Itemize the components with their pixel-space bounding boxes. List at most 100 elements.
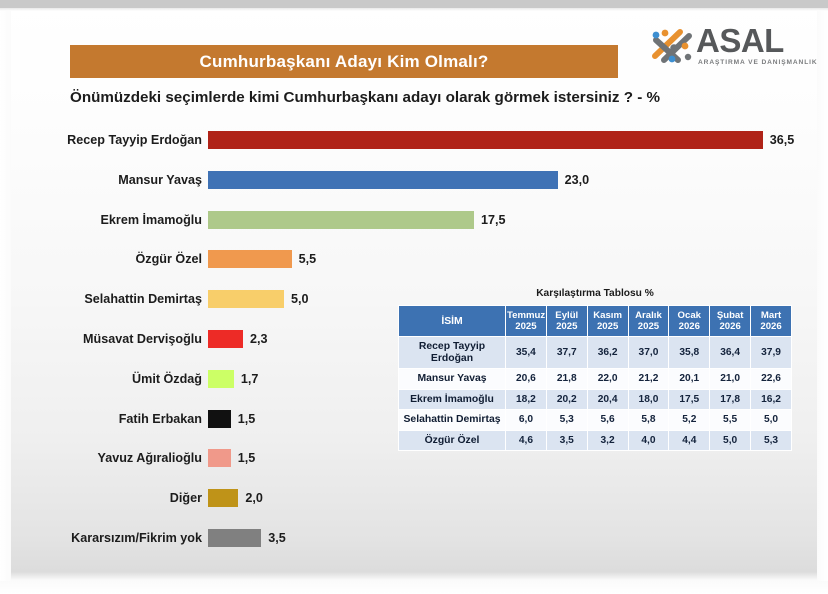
table-cell: 37,9 xyxy=(751,337,791,368)
asal-logo-wordmark: ASAL xyxy=(696,22,784,59)
bar-fill xyxy=(208,210,474,229)
table-cell: 5,5 xyxy=(710,410,751,430)
table-cell: 5,8 xyxy=(628,410,669,430)
table-row: Mansur Yavaş 20,6 21,8 22,0 21,2 20,1 21,0 22,6 xyxy=(399,369,791,389)
bar-track: 1,5 xyxy=(208,409,256,428)
table-cell: 6,0 xyxy=(506,410,546,430)
bar-row: Selahattin Demirtaş 5,0 xyxy=(0,285,828,313)
bar-value-label: 2,0 xyxy=(245,491,263,506)
comparison-table-col-header: Temmuz 2025 xyxy=(506,306,546,336)
table-cell: 5,0 xyxy=(710,430,751,450)
col-header-line1: Temmuz xyxy=(507,310,546,321)
bar-fill xyxy=(208,250,292,269)
page-title: Cumhurbaşkanı Adayı Kim Olmalı? xyxy=(199,51,489,71)
bar-value-label: 1,5 xyxy=(237,451,256,466)
col-header-line1: Şubat xyxy=(716,310,744,321)
comparison-table-head: İSİM Temmuz 2025 Eylül 2025 Kasım 2025 Aralık 20… xyxy=(399,306,791,336)
title-banner: Cumhurbaşkanı Adayı Kim Olmalı? xyxy=(70,45,618,78)
table-cell: 35,4 xyxy=(506,337,546,368)
asal-logo-mark-icon xyxy=(650,26,696,66)
bar-category-label: Yavuz Ağıralioğlu xyxy=(97,451,202,466)
bar-row: Recep Tayyip Erdoğan 36,5 xyxy=(0,126,828,154)
comparison-table-col-header: Eylül 2025 xyxy=(546,306,587,336)
bar-fill xyxy=(208,409,231,428)
table-cell: 20,1 xyxy=(669,369,710,389)
table-row-name: Özgür Özel xyxy=(399,430,505,450)
bar-value-label: 23,0 xyxy=(564,172,590,187)
col-header-line1: Eylül xyxy=(555,310,579,321)
bar-track: 3,5 xyxy=(208,529,286,547)
table-cell: 37,7 xyxy=(546,337,587,368)
col-header-line2: 2026 xyxy=(678,321,700,332)
bar-track: 1,7 xyxy=(208,369,259,388)
table-row-name: Recep Tayyip Erdoğan xyxy=(399,337,505,368)
bar-track: 2,0 xyxy=(208,489,263,508)
bar-row: Kararsızım/Fikrim yok 3,5 xyxy=(0,524,828,552)
table-cell: 5,0 xyxy=(751,410,791,430)
col-header-line2: 2025 xyxy=(515,321,537,332)
table-row-name: Ekrem İmamoğlu xyxy=(399,389,505,409)
bar-category-label: Selahattin Demirtaş xyxy=(84,292,202,307)
table-cell: 4,6 xyxy=(506,430,546,450)
bar-value-label: 1,5 xyxy=(237,411,256,426)
bar-track: 17,5 xyxy=(208,210,506,229)
comparison-table: İSİM Temmuz 2025 Eylül 2025 Kasım 2025 Aralık 20… xyxy=(398,305,792,451)
comparison-table-col-header: Aralık 2025 xyxy=(628,306,669,336)
bar-fill xyxy=(208,449,231,468)
col-header-line1: Ocak xyxy=(677,310,702,321)
comparison-table-col-header: Kasım 2025 xyxy=(587,306,628,336)
bar-category-label: Ekrem İmamoğlu xyxy=(100,212,202,227)
comparison-table-col-header: Ocak 2026 xyxy=(669,306,710,336)
bar-row: Mansur Yavaş 23,0 xyxy=(0,166,828,194)
question-subtitle: Önümüzdeki seçimlerde kimi Cumhurbaşkanı… xyxy=(70,89,660,106)
top-gray-strip xyxy=(0,0,828,8)
table-row-name: Selahattin Demirtaş xyxy=(399,410,505,430)
bar-row: Diğer 2,0 xyxy=(0,484,828,512)
table-cell: 3,2 xyxy=(587,430,628,450)
bar-track: 5,0 xyxy=(208,290,309,309)
comparison-table-body: Recep Tayyip Erdoğan 35,4 37,7 36,2 37,0 35,8… xyxy=(399,337,791,450)
table-row: Selahattin Demirtaş 6,0 5,3 5,6 5,8 5,2 5,5 5,0 xyxy=(399,410,791,430)
comparison-table-panel: Karşılaştırma Tablosu % İSİM Temmuz 2025 Ey… xyxy=(398,288,792,451)
bar-row: Fatih Erbakan 1,5 xyxy=(0,405,828,433)
bar-row: Ümit Özdağ 1,7 xyxy=(0,365,828,393)
table-cell: 18,0 xyxy=(628,389,669,409)
col-header-line2: 2025 xyxy=(596,321,619,332)
bar-category-label: Fatih Erbakan xyxy=(118,411,202,426)
bar-fill xyxy=(208,131,763,149)
bar-category-label: Mansur Yavaş xyxy=(118,172,202,187)
col-header-line2: 2025 xyxy=(637,321,660,332)
bar-row: Yavuz Ağıralioğlu 1,5 xyxy=(0,444,828,472)
bar-fill xyxy=(208,330,243,348)
bar-value-label: 1,7 xyxy=(240,371,259,386)
bar-value-label: 5,5 xyxy=(298,252,317,267)
bar-category-label: Kararsızım/Fikrim yok xyxy=(71,531,202,545)
bar-category-label: Müsavat Dervişoğlu xyxy=(83,332,202,346)
bar-fill xyxy=(208,529,262,547)
col-header-line1: İSİM xyxy=(441,315,463,327)
bar-category-label: Ümit Özdağ xyxy=(132,371,202,386)
bar-fill xyxy=(208,170,558,189)
bar-category-label: Özgür Özel xyxy=(135,252,202,267)
table-cell: 5,3 xyxy=(546,410,587,430)
col-header-line1: Mart xyxy=(760,310,782,321)
comparison-table-col-header: Mart 2026 xyxy=(751,306,791,336)
table-cell: 4,0 xyxy=(628,430,669,450)
table-cell: 22,0 xyxy=(587,369,628,389)
comparison-table-header-row: İSİM Temmuz 2025 Eylül 2025 Kasım 2025 Aralık 20… xyxy=(399,306,791,336)
bar-track: 1,5 xyxy=(208,449,256,468)
bar-track: 23,0 xyxy=(208,170,590,189)
table-cell: 20,2 xyxy=(546,389,587,409)
top-strip-edge xyxy=(0,8,828,11)
comparison-table-col-header: Şubat 2026 xyxy=(710,306,751,336)
table-cell: 5,2 xyxy=(669,410,710,430)
bar-category-label: Recep Tayyip Erdoğan xyxy=(67,133,202,147)
table-row: Özgür Özel 4,6 3,5 3,2 4,0 4,4 5,0 5,3 xyxy=(399,430,791,450)
bar-fill xyxy=(208,290,284,309)
table-row: Ekrem İmamoğlu 18,2 20,2 20,4 18,0 17,5 17,8 16… xyxy=(399,389,791,409)
bar-row: Özgür Özel 5,5 xyxy=(0,245,828,273)
table-cell: 36,2 xyxy=(587,337,628,368)
table-cell: 5,3 xyxy=(751,430,791,450)
bar-value-label: 5,0 xyxy=(291,292,309,307)
